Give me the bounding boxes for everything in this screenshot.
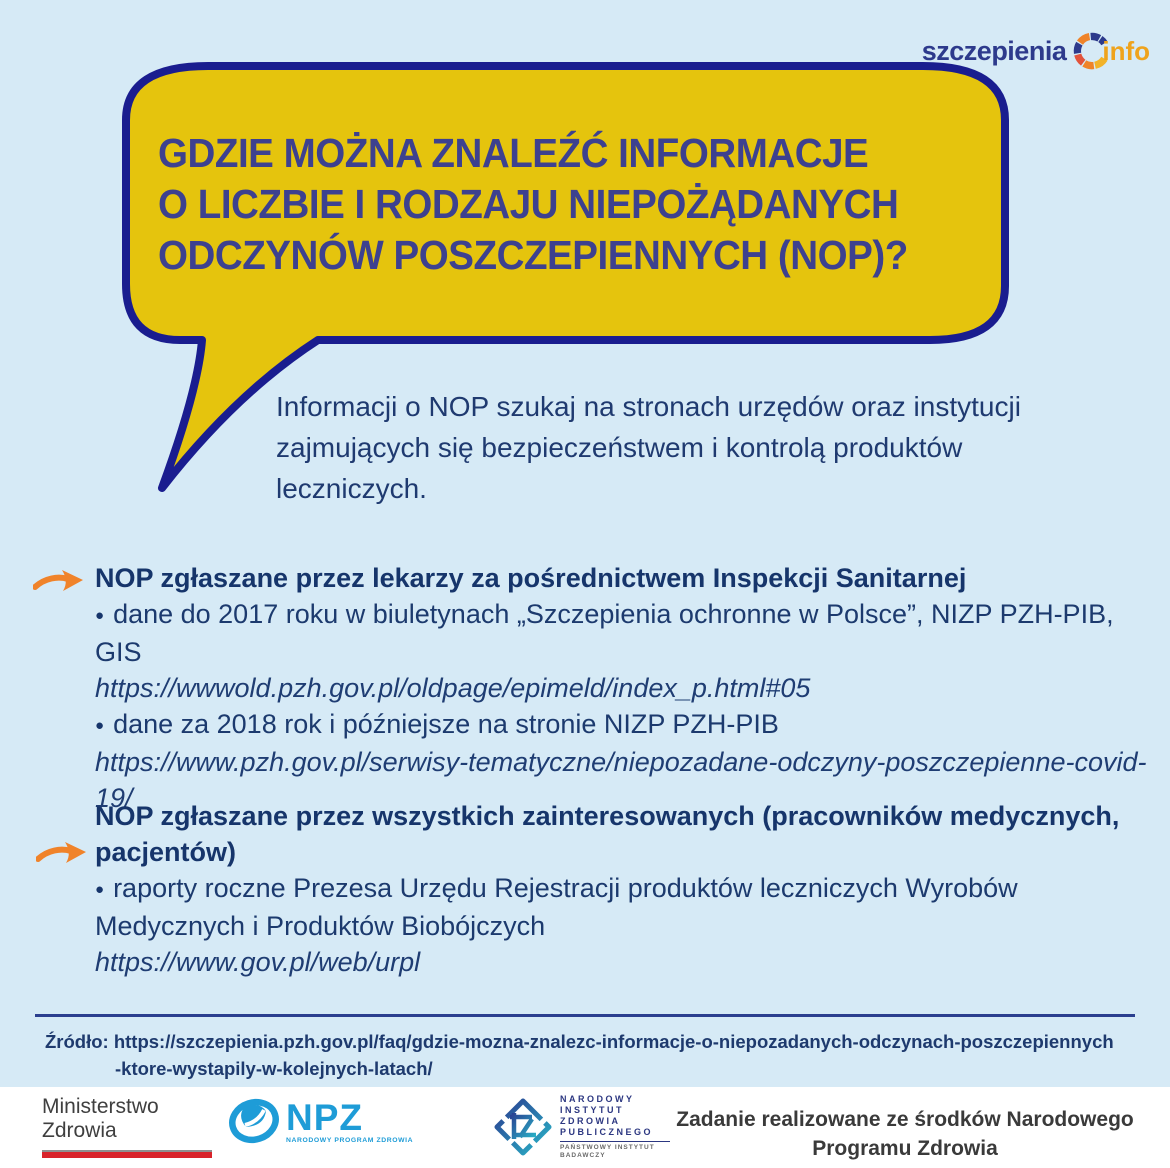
link-url: https://www.pzh.gov.pl/serwisy-tematyczn…: [95, 747, 1147, 813]
info-circle-icon: [1074, 32, 1108, 70]
source-note: Źródło: https://szczepienia.pzh.gov.pl/f…: [45, 1028, 1114, 1082]
list-item: ● dane do 2017 roku w biuletynach „Szczep…: [95, 596, 1157, 670]
page-title: GDZIE MOŻNA ZNALEŹĆ INFORMACJE O LICZBIE…: [158, 128, 938, 281]
arrow-right-icon: [36, 842, 86, 863]
link-url: https://www.gov.pl/web/urpl: [95, 947, 421, 977]
ministry-name-line-1: Ministerstwo: [42, 1095, 159, 1118]
source-line-2: -ktore-wystapily-w-kolejnych-latach/: [115, 1058, 433, 1079]
npz-acronym: NPZ: [286, 1097, 363, 1138]
pzh-text: NARODOWY INSTYTUT ZDROWIA PUBLICZNEGO PA…: [560, 1094, 670, 1160]
title-line-2: O LICZBIE I RODZAJU NIEPOŻĄDANYCH: [158, 181, 899, 227]
list-item-text: dane za 2018 rok i późniejsze na stronie…: [113, 709, 779, 739]
divider-line: [35, 1014, 1135, 1017]
funding-line-1: Zadanie realizowane ze środków Narodoweg…: [676, 1108, 1134, 1160]
section-heading: NOP zgłaszane przez lekarzy za pośrednic…: [95, 563, 967, 593]
link-url: https://wwwold.pzh.gov.pl/oldpage/epimel…: [95, 673, 811, 703]
pzh-divider: [560, 1141, 670, 1142]
bullet-dot: ●: [95, 717, 105, 734]
bullet-dot: ●: [95, 607, 105, 624]
title-line-1: GDZIE MOŻNA ZNALEŹĆ INFORMACJE: [158, 130, 869, 176]
arrow-right-icon: [33, 570, 83, 591]
pzh-line-3: ZDROWIA: [560, 1116, 621, 1126]
pzh-diamond-icon: [494, 1098, 552, 1156]
list-item: ● raporty roczne Prezesa Urzędu Rejestrac…: [95, 870, 1157, 944]
pzh-line-1: NARODOWY: [560, 1094, 635, 1104]
poland-flag-bar: [42, 1150, 212, 1158]
brand-suffix: info: [1102, 35, 1150, 66]
pzh-line-2: INSTYTUT: [560, 1105, 624, 1115]
pzh-line-4: PUBLICZNEGO: [560, 1127, 654, 1137]
npz-text: NPZ NARODOWY PROGRAM ZDROWIA: [286, 1097, 414, 1144]
source-line-1: Źródło: https://szczepienia.pzh.gov.pl/f…: [45, 1031, 1114, 1052]
section-nop-wszyscy: NOP zgłaszane przez wszystkich zainteres…: [95, 798, 1157, 980]
pzh-sub-1: PAŃSTWOWY INSTYTUT: [560, 1144, 655, 1151]
title-line-3: ODCZYNÓW POSZCZEPIENNYCH (NOP)?: [158, 232, 908, 278]
brand-logo: szczepienia info: [922, 28, 1150, 74]
footer-bar: Ministerstwo Zdrowia NPZ NARODOWY PROGRA…: [0, 1087, 1170, 1168]
funding-line-2: na lata 2021-2026, finansowane przez Min…: [655, 1163, 1155, 1168]
bullet-dot: ●: [95, 881, 105, 898]
speech-bubble: [122, 62, 1009, 492]
npz-caption: NARODOWY PROGRAM ZDROWIA: [286, 1137, 414, 1144]
ministry-name-line-2: Zdrowia: [42, 1119, 117, 1142]
pzh-sub-2: BADAWCZY: [560, 1152, 606, 1159]
funding-note: Zadanie realizowane ze środków Narodoweg…: [655, 1105, 1155, 1168]
npz-logo: NPZ NARODOWY PROGRAM ZDROWIA: [228, 1097, 413, 1147]
ministry-logo: Ministerstwo Zdrowia: [42, 1095, 212, 1158]
section-nop-lekarze: NOP zgłaszane przez lekarzy za pośrednic…: [95, 560, 1157, 816]
list-item-text: raporty roczne Prezesa Urzędu Rejestracj…: [95, 873, 1018, 941]
list-item: ● dane za 2018 rok i późniejsze na stroni…: [95, 706, 1157, 744]
section-heading: NOP zgłaszane przez wszystkich zainteres…: [95, 801, 1120, 867]
list-item-text: dane do 2017 roku w biuletynach „Szczepi…: [95, 599, 1114, 667]
pzh-logo: NARODOWY INSTYTUT ZDROWIA PUBLICZNEGO PA…: [494, 1094, 670, 1160]
npz-swoosh-icon: [229, 1098, 279, 1144]
intro-paragraph: Informacji o NOP szukaj na stronach urzę…: [276, 391, 1021, 504]
brand-name: szczepienia: [921, 35, 1067, 66]
